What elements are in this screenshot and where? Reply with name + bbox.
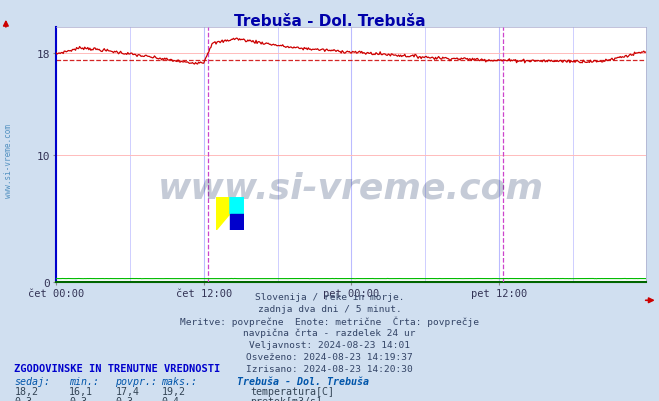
Polygon shape xyxy=(230,214,244,231)
Polygon shape xyxy=(216,214,230,231)
Text: min.:: min.: xyxy=(69,376,100,386)
Text: Meritve: povprečne  Enote: metrične  Črta: povprečje: Meritve: povprečne Enote: metrične Črta:… xyxy=(180,316,479,326)
Text: Trebuša - Dol. Trebuša: Trebuša - Dol. Trebuša xyxy=(234,14,425,29)
Text: www.si-vreme.com: www.si-vreme.com xyxy=(158,172,544,205)
Text: Osveženo: 2024-08-23 14:19:37: Osveženo: 2024-08-23 14:19:37 xyxy=(246,352,413,361)
Text: 16,1: 16,1 xyxy=(69,386,93,396)
Text: povpr.:: povpr.: xyxy=(115,376,158,386)
Text: pretok[m3/s]: pretok[m3/s] xyxy=(250,396,322,401)
Polygon shape xyxy=(216,198,230,214)
Text: 0,4: 0,4 xyxy=(161,396,179,401)
Text: sedaj:: sedaj: xyxy=(14,376,51,386)
Text: 0,3: 0,3 xyxy=(115,396,133,401)
Text: 18,2: 18,2 xyxy=(14,386,38,396)
Text: 17,4: 17,4 xyxy=(115,386,139,396)
Text: maks.:: maks.: xyxy=(161,376,198,386)
Text: 0,3: 0,3 xyxy=(69,396,87,401)
Text: www.si-vreme.com: www.si-vreme.com xyxy=(4,124,13,197)
Text: temperatura[C]: temperatura[C] xyxy=(250,386,334,396)
Text: Slovenija / reke in morje.: Slovenija / reke in morje. xyxy=(255,292,404,301)
Text: navpična črta - razdelek 24 ur: navpična črta - razdelek 24 ur xyxy=(243,328,416,338)
Text: 0,3: 0,3 xyxy=(14,396,32,401)
Text: 19,2: 19,2 xyxy=(161,386,185,396)
Text: Veljavnost: 2024-08-23 14:01: Veljavnost: 2024-08-23 14:01 xyxy=(249,340,410,349)
Text: Trebuša - Dol. Trebuša: Trebuša - Dol. Trebuša xyxy=(237,376,369,386)
Text: Izrisano: 2024-08-23 14:20:30: Izrisano: 2024-08-23 14:20:30 xyxy=(246,364,413,373)
Text: zadnja dva dni / 5 minut.: zadnja dva dni / 5 minut. xyxy=(258,304,401,313)
Polygon shape xyxy=(230,198,244,214)
Text: ZGODOVINSKE IN TRENUTNE VREDNOSTI: ZGODOVINSKE IN TRENUTNE VREDNOSTI xyxy=(14,363,221,373)
Polygon shape xyxy=(230,198,244,214)
